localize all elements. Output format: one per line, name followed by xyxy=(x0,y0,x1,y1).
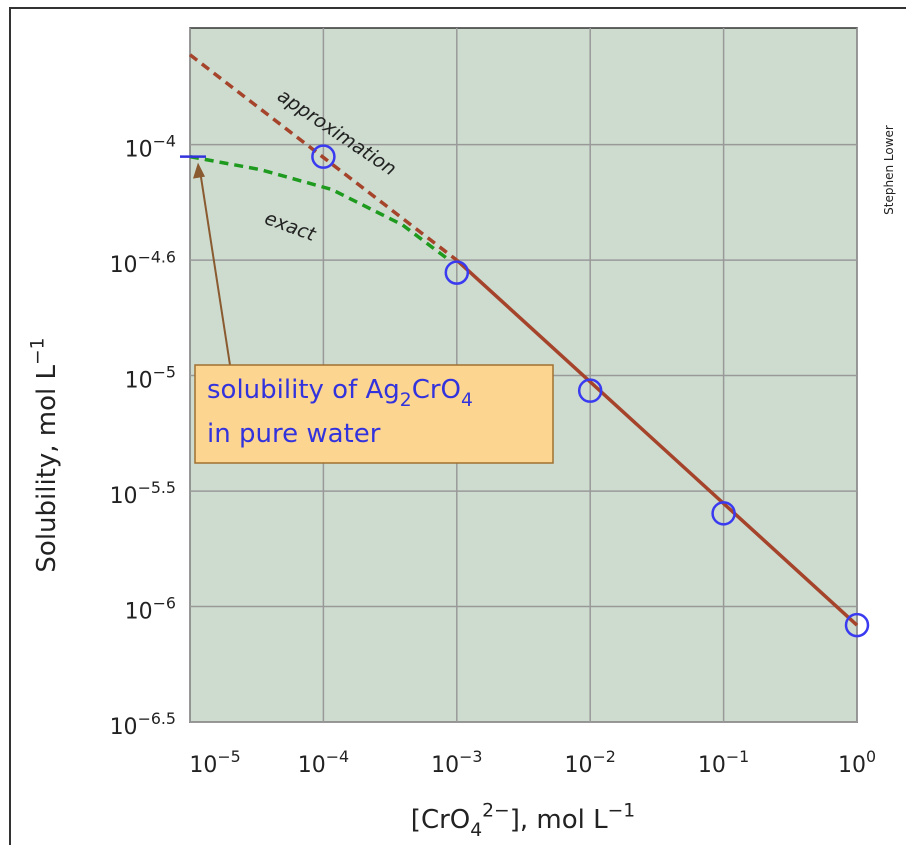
line xyxy=(188,53,458,262)
y-tick-label: 10−4.6 xyxy=(110,247,176,278)
x-tick-label-part: 10 xyxy=(838,753,866,778)
data-point xyxy=(311,144,336,169)
x-axis-title-part: 4 xyxy=(470,820,482,841)
x-tick-label-part: 10 xyxy=(189,753,217,778)
x-tick-label-part: −4 xyxy=(326,747,349,766)
annotation-text-part: 2 xyxy=(400,390,412,411)
y-tick-label-part: 10 xyxy=(110,715,138,740)
annotation-text-part: solubility of Ag xyxy=(207,375,400,405)
y-tick-label: 10−5.5 xyxy=(110,478,176,509)
y-axis-title: Solubility, mol L−1 xyxy=(27,337,62,572)
x-tick-label-part: −1 xyxy=(726,747,749,766)
x-tick-label-part: −3 xyxy=(459,747,482,766)
y-axis-title-part: −1 xyxy=(27,337,48,365)
annotation-text-part: 4 xyxy=(461,390,473,411)
x-tick-label: 10−5 xyxy=(189,747,240,778)
x-tick-label: 10−1 xyxy=(698,747,749,778)
arrow-head xyxy=(193,162,205,179)
y-tick-label: 10−6.5 xyxy=(110,709,176,740)
x-tick-label-part: 10 xyxy=(298,753,326,778)
x-tick-label-part: 10 xyxy=(565,753,593,778)
x-tick-label-part: −2 xyxy=(593,747,616,766)
y-tick-label-part: −4 xyxy=(153,132,176,151)
y-tick-label-part: −6.5 xyxy=(138,709,176,728)
annotation-arrow xyxy=(199,170,231,366)
x-tick-label: 10−4 xyxy=(298,747,349,778)
data-point xyxy=(711,501,736,526)
line xyxy=(189,154,448,260)
y-tick-label: 10−4 xyxy=(125,132,176,163)
x-tick-label: 100 xyxy=(838,747,876,778)
x-tick-label: 10−2 xyxy=(565,747,616,778)
line xyxy=(455,258,859,627)
y-tick-label-part: 10 xyxy=(125,369,153,394)
y-tick-label-part: −5.5 xyxy=(138,478,176,497)
credit: Stephen Lower xyxy=(882,125,896,215)
y-axis-title-part: Solubility, mol L xyxy=(32,364,62,572)
y-tick-label-part: −4.6 xyxy=(138,247,176,266)
x-tick-label-part: 0 xyxy=(866,747,876,766)
y-tick-label-part: 10 xyxy=(110,253,138,278)
y-tick-label-part: 10 xyxy=(125,599,153,624)
x-axis-title-part: ], mol L xyxy=(510,805,608,835)
annotation-text-part: in pure water xyxy=(207,419,381,449)
x-axis-title: [CrO42−], mol L−1 xyxy=(411,800,635,841)
y-tick-label-part: −6 xyxy=(153,594,176,613)
data-point xyxy=(844,612,870,638)
y-tick-label-part: 10 xyxy=(125,138,153,163)
x-tick-label-part: −5 xyxy=(217,747,240,766)
annotation-text: in pure water xyxy=(207,419,381,449)
data-point xyxy=(577,378,603,403)
data-point xyxy=(444,260,470,285)
x-axis-title-part: −1 xyxy=(608,800,636,821)
x-tick-label-part: 10 xyxy=(698,753,726,778)
annotation-text: solubility of Ag2CrO4 xyxy=(207,375,473,411)
x-axis-title-part: [CrO xyxy=(411,805,470,835)
x-axis-title-part: 2− xyxy=(482,800,510,821)
y-tick-label: 10−5 xyxy=(125,363,176,394)
y-tick-label-part: 10 xyxy=(110,484,138,509)
x-tick-label: 10−3 xyxy=(431,747,482,778)
annotation-box xyxy=(194,364,554,464)
annotation-text-part: CrO xyxy=(412,375,461,405)
y-tick-label-part: −5 xyxy=(153,363,176,382)
y-tick-label: 10−6 xyxy=(125,594,176,625)
x-tick-label-part: 10 xyxy=(431,753,459,778)
